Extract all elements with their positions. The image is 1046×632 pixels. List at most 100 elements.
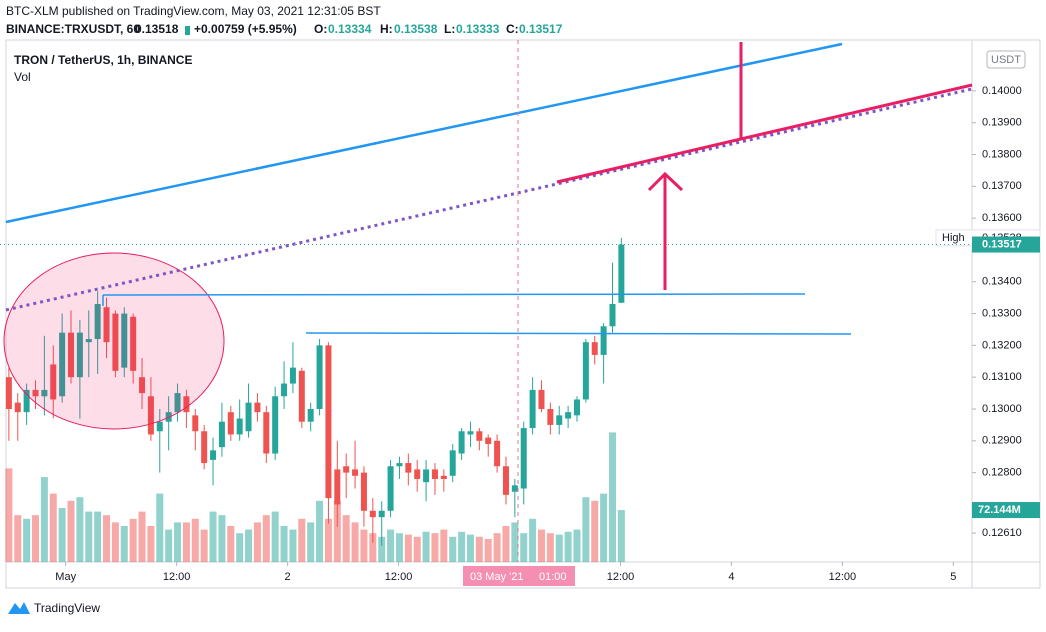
- volume-bar: [32, 515, 40, 562]
- frame: [5, 39, 1041, 589]
- volume-bar: [111, 522, 119, 562]
- x-tick-label: 4: [728, 571, 734, 583]
- y-tick-label: 0.13400: [982, 276, 1022, 288]
- candle-body: [59, 332, 66, 397]
- volume-bar: [76, 497, 84, 562]
- candle-body: [94, 304, 101, 340]
- volume-pane: [5, 432, 625, 562]
- y-tick-label: 0.13300: [982, 307, 1022, 319]
- arrow-head: [647, 171, 684, 192]
- h-label: H:: [380, 22, 393, 36]
- x-tick-label: May: [55, 571, 76, 583]
- c-value: 0.13517: [519, 22, 563, 36]
- volume-bar: [600, 493, 608, 562]
- volume-bar: [191, 518, 199, 562]
- candle-body: [618, 244, 625, 303]
- candle-body: [334, 469, 341, 505]
- candle-body: [378, 510, 385, 518]
- candle-body: [121, 313, 128, 368]
- volume-bar: [573, 529, 581, 562]
- candle-body: [538, 389, 545, 409]
- logo-icon: [8, 602, 30, 614]
- last-price-value: 0.13517: [982, 238, 1022, 250]
- volume-bar: [422, 531, 430, 562]
- candle-body: [263, 412, 270, 454]
- candle-body: [511, 485, 518, 492]
- volume-bar: [324, 518, 332, 562]
- volume-bar: [49, 493, 57, 562]
- candle-body: [431, 469, 438, 479]
- c-label: C:: [506, 22, 519, 36]
- y-tick-label: 0.13900: [982, 117, 1022, 129]
- volume-bar: [431, 533, 439, 562]
- y-tick-label: 0.13800: [982, 148, 1022, 160]
- candle-body: [520, 428, 527, 489]
- candle-body: [556, 415, 563, 425]
- candle-body: [192, 415, 199, 432]
- candle-body: [41, 389, 48, 397]
- volume-bar: [174, 522, 182, 562]
- volume-bar: [475, 536, 483, 562]
- volume-bar: [182, 522, 190, 562]
- candle-body: [467, 431, 474, 435]
- volume-bar: [449, 536, 457, 562]
- volume-bar: [333, 500, 341, 562]
- x-tick-label: 2: [285, 571, 291, 583]
- volume-bar: [316, 500, 324, 562]
- volume-bar: [360, 529, 368, 562]
- volume-bar: [5, 468, 13, 562]
- candle-body: [210, 450, 217, 460]
- candle-body: [103, 307, 110, 343]
- candle-body: [458, 431, 465, 454]
- candle-body: [201, 431, 208, 464]
- volume-bar: [591, 500, 599, 562]
- pink-trendline: [556, 83, 973, 184]
- x-tick-label: 12:00: [829, 571, 857, 583]
- candle-body: [440, 475, 447, 479]
- y-tick-label: 0.13100: [982, 371, 1022, 383]
- volume-bar: [511, 522, 519, 562]
- volume-bar: [307, 522, 315, 562]
- high-tag-name: High: [942, 232, 965, 244]
- candle-body: [449, 450, 456, 476]
- candle-body: [582, 342, 589, 400]
- volume-bar: [58, 508, 66, 562]
- price: 0.13518: [135, 22, 179, 36]
- volume-bar: [520, 533, 528, 562]
- crosshair-date: 03 May '21: [470, 571, 523, 583]
- l-label: L:: [444, 22, 455, 36]
- candle-body: [272, 396, 279, 454]
- volume-bar: [413, 536, 421, 562]
- volume-bar: [200, 529, 208, 562]
- resistance-line: [102, 293, 806, 296]
- candle-body: [369, 510, 376, 518]
- y-tick-label: 0.13600: [982, 212, 1022, 224]
- volume-bar: [218, 515, 226, 562]
- volume-bar: [537, 529, 545, 562]
- o-value: 0.13334: [328, 22, 372, 36]
- symbol: BINANCE:TRXUSDT, 60: [6, 22, 140, 36]
- highlight-ellipse: [3, 252, 225, 430]
- volume-bar: [245, 529, 253, 562]
- currency[interactable]: USDT: [991, 54, 1021, 66]
- x-tick-label: 12:00: [607, 571, 635, 583]
- candle-body: [130, 316, 137, 371]
- volume-bar: [209, 511, 217, 562]
- volume-bar: [289, 529, 297, 562]
- currency-box[interactable]: [986, 50, 1026, 69]
- volume-bar: [555, 534, 563, 562]
- volume-bar: [440, 529, 448, 562]
- volume-bar: [85, 511, 93, 562]
- candle-body: [316, 345, 323, 409]
- volume-bar: [369, 533, 377, 562]
- volume-tag-box: [972, 502, 1040, 519]
- volume-bar: [351, 522, 359, 562]
- volume-bar: [67, 500, 75, 562]
- candle-body: [139, 377, 146, 394]
- legend-title: TRON / TetherUS, 1h, BINANCE: [14, 53, 192, 67]
- volume-bar: [156, 493, 164, 562]
- candle-body: [591, 342, 598, 355]
- candle-body: [485, 437, 492, 444]
- volume-bar: [129, 518, 137, 562]
